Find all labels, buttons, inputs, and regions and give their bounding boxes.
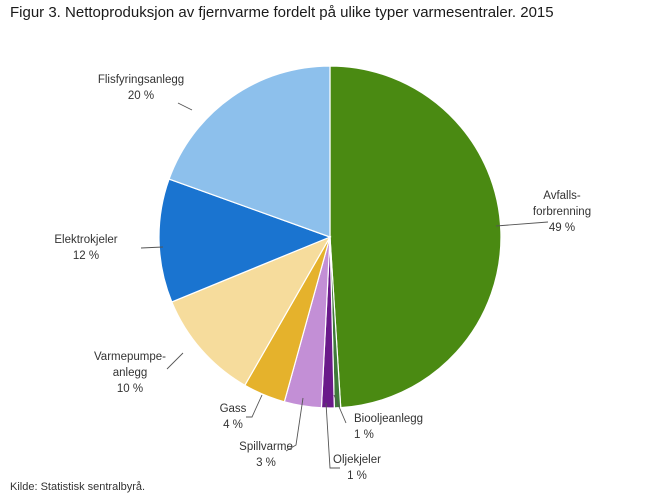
slice-category-label: Elektrokjeler [54,234,117,246]
slice-label-3: Oljekjeler 1 % [333,454,381,482]
leader-line-4 [285,397,304,452]
slice-value-label: 1 % [347,470,367,482]
leader-line-2 [333,394,347,424]
leader-line-8 [177,102,193,111]
slice-label-7: Elektrokjeler 12 % [54,234,117,262]
pie-slice-8 [168,65,331,238]
slice-value-label: 1 % [354,429,374,441]
slice-category-label: forbrenning [533,206,591,218]
slice-label-8: Flisfyringsanlegg 20 % [98,74,184,102]
slice-value-label: 12 % [73,250,99,262]
slice-label-1: Avfalls-forbrenning 49 % [533,190,591,234]
slice-category-label: Flisfyringsanlegg [98,74,184,86]
slice-category-label: Oljekjeler [333,454,381,466]
slice-value-label: 10 % [117,383,143,395]
slice-category-label: Gass [220,403,247,415]
slice-label-2: Biooljeanlegg 1 % [354,413,423,441]
leader-line-1 [495,221,549,227]
slice-value-label: 49 % [549,222,575,234]
pie-slice-1 [329,65,502,409]
chart-title: Figur 3. Nettoproduksjon av fjernvarme f… [10,4,554,21]
leader-lines [140,102,549,469]
slice-category-label: anlegg [113,367,148,379]
pie-slice-7 [158,178,332,303]
slice-label-5: Gass 4 % [220,403,247,431]
slice-value-label: 3 % [256,457,276,469]
slice-category-label: Varmepumpe- [94,351,166,363]
leader-line-7 [140,246,164,249]
leader-line-6 [166,352,184,370]
pie-slice-6 [171,235,332,387]
slice-labels: Avfalls-forbrenning 49 %Biooljeanlegg 1 %O… [54,74,591,482]
leader-line-3 [325,402,340,469]
slice-label-6: Varmepumpe-anlegg 10 % [94,351,166,395]
slice-value-label: 20 % [128,90,154,102]
slice-label-4: Spillvarme 3 % [239,441,293,469]
chart-source: Kilde: Statistisk sentralbyrå. [10,481,146,493]
leader-line-5 [246,394,263,418]
slice-category-label: Spillvarme [239,441,293,453]
slice-category-label: Avfalls- [543,190,581,202]
slice-category-label: Biooljeanlegg [354,413,423,425]
slice-value-label: 4 % [223,419,243,431]
pie-slices [158,65,502,409]
